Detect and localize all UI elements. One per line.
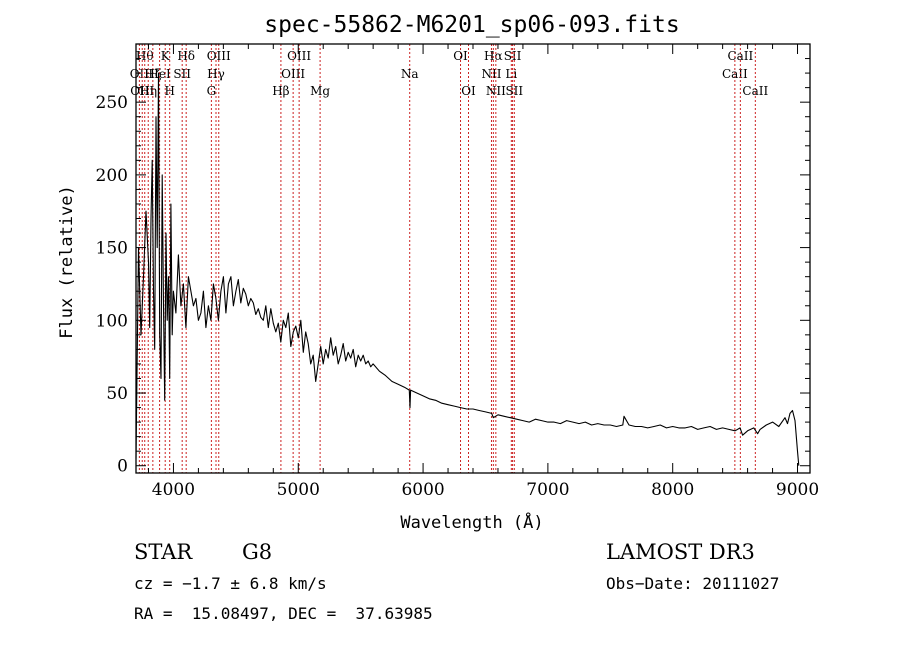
- line-marker-label: Hγ: [207, 67, 225, 81]
- x-axis: 4000 5000 6000 7000 8000 9000: [147, 44, 819, 500]
- line-marker-label: NII: [486, 84, 506, 98]
- line-marker-label: Hθ: [136, 49, 154, 63]
- line-marker-label: SII: [504, 49, 522, 63]
- line-marker-label: Hβ: [272, 84, 289, 98]
- line-marker-label: OI: [453, 49, 468, 63]
- line-marker-label: OIII: [287, 49, 311, 63]
- line-marker-label: CaII: [727, 49, 753, 63]
- obs-date: Obs−Date: 20111027: [606, 574, 780, 593]
- line-marker-label: G: [207, 84, 217, 98]
- line-marker-label: Hζ: [144, 67, 161, 81]
- y-axis: 0 50 100 150 200 250: [96, 58, 810, 477]
- line-marker-label: OIII: [207, 49, 231, 63]
- x-tick-label: 7000: [526, 480, 569, 500]
- x-tick-label: 4000: [152, 480, 195, 500]
- coordinates: RA = 15.08497, DEC = 37.63985: [134, 604, 433, 623]
- line-marker-label: Mg: [310, 84, 330, 98]
- object-class: STAR: [134, 540, 193, 564]
- y-axis-label: Flux (relative): [57, 185, 77, 339]
- line-marker-label: NII: [481, 67, 501, 81]
- y-tick-label: 150: [96, 239, 128, 259]
- line-marker-label: CaII: [722, 67, 748, 81]
- velocity: cz = −1.7 ± 6.8 km/s: [134, 574, 327, 593]
- chart-title: spec-55862-M6201_sp06-093.fits: [264, 12, 679, 38]
- line-marker-label: CaII: [742, 84, 768, 98]
- spectrum-series: [135, 72, 800, 466]
- line-marker-label: Hα: [484, 49, 503, 63]
- object-subclass: G8: [242, 540, 273, 564]
- x-tick-label: 9000: [776, 480, 819, 500]
- line-marker-label: SII: [505, 84, 523, 98]
- line-marker-label: HeI: [148, 67, 171, 81]
- y-tick-label: 200: [96, 166, 128, 186]
- x-tick-label: 5000: [277, 480, 320, 500]
- line-marker-label: Li: [505, 67, 517, 81]
- spectrum-line: [135, 72, 800, 466]
- y-tick-label: 250: [96, 93, 128, 113]
- line-marker-label: OI: [461, 84, 476, 98]
- x-axis-label: Wavelength (Å): [400, 511, 543, 533]
- y-tick-label: 50: [106, 384, 128, 404]
- y-tick-label: 100: [96, 311, 128, 331]
- y-tick-label: 0: [117, 457, 128, 477]
- x-tick-label: 8000: [651, 480, 694, 500]
- line-marker-label: H: [164, 84, 174, 98]
- line-marker-label: K: [161, 49, 171, 63]
- line-marker-label: OIII: [281, 67, 305, 81]
- line-marker-label: Hδ: [177, 49, 195, 63]
- x-tick-label: 6000: [401, 480, 444, 500]
- line-marker-label: Na: [401, 67, 419, 81]
- line-marker-label: SII: [173, 67, 191, 81]
- survey-name: LAMOST DR3: [606, 540, 755, 564]
- line-marker-label: Hη: [139, 84, 157, 98]
- line-markers: OIIOIIIHθHηHζHeIKHSIIHδGHγOIIIHβOIIIOIII…: [130, 44, 768, 473]
